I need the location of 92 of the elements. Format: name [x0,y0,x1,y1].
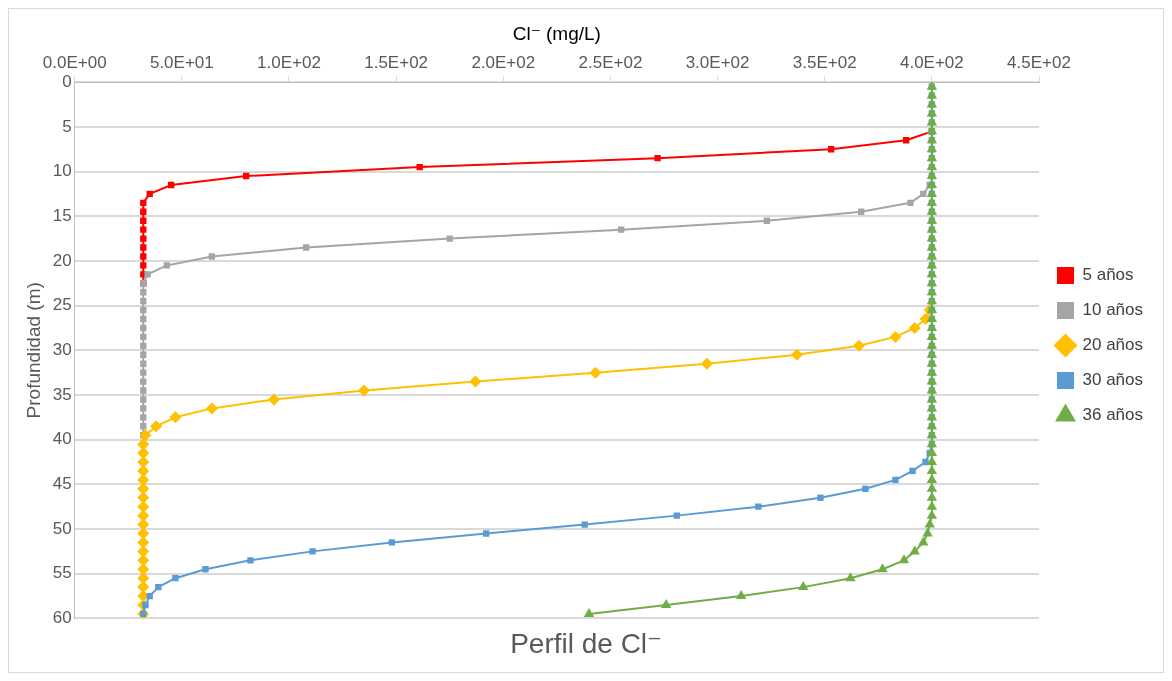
point [140,378,147,385]
y-tick-label: 30 [52,339,72,359]
y-tick-label: 5 [62,116,72,136]
point [908,321,921,334]
point [673,512,681,519]
point [163,262,171,269]
point [446,235,453,242]
point [922,527,933,537]
point [907,199,914,207]
y-tick-label: 60 [52,608,72,628]
legend-label: 5 años [1082,265,1134,285]
point [309,548,316,555]
point [482,530,490,537]
point [140,235,147,242]
y-tick-label: 40 [52,429,72,449]
point [208,253,216,260]
y-tick-label: 0 [62,71,72,91]
y-tick-label: 15 [52,205,72,225]
point [268,393,280,406]
point [926,509,938,519]
point [798,581,809,591]
x-tick-label: 4.5E+02 [1007,52,1071,72]
point [140,414,147,421]
point [358,384,370,397]
point [817,494,824,501]
y-tick-label: 50 [52,518,72,538]
point [469,375,482,388]
point [140,369,147,376]
point [898,554,910,564]
point [150,420,163,433]
x-tick-label: 1.0E+02 [257,52,321,72]
point [144,271,151,278]
point [926,447,938,457]
point [735,590,747,600]
x-tick-label: 5.0E+01 [149,52,214,72]
point [247,557,254,564]
legend-label: 10 años [1082,300,1143,320]
point [583,607,595,617]
point [205,402,218,415]
legend-label: 36 años [1082,405,1143,425]
point [140,396,147,403]
point [140,405,147,412]
point [139,429,152,442]
point [140,253,147,260]
x-tick-label: 1.5E+02 [364,52,429,72]
point [845,572,856,582]
point [763,217,771,224]
y-tick-label: 45 [52,474,72,494]
y-tick-label: 35 [52,384,72,404]
point [302,244,310,251]
point [654,154,661,162]
point [140,226,147,233]
point [909,545,920,555]
x-tick-label: 3.0E+02 [685,52,750,72]
point [892,476,899,484]
point [700,357,713,370]
y-tick-label: 55 [52,563,72,583]
point [140,387,147,394]
x-tick-label: 3.5E+02 [792,52,857,72]
point [140,262,147,269]
x-tick-label: 0.0E+00 [42,52,107,72]
point [140,244,147,251]
point [909,467,916,475]
point [790,348,803,361]
point [924,518,935,528]
point [172,575,179,582]
y-tick-label: 10 [52,161,72,181]
y-axis-title: Profundidad (m) [22,282,44,419]
point [877,563,888,573]
y-tick-label: 25 [52,295,72,315]
point [581,521,588,528]
point [388,539,396,546]
point [617,226,625,233]
point [926,491,938,501]
point [169,411,182,424]
x-tick-label: 2.5E+02 [578,52,643,72]
x-tick-label: 2.0E+02 [471,52,536,72]
point [926,456,938,466]
x-tick-label: 4.0E+02 [899,52,964,72]
point [202,566,209,573]
point [889,330,902,343]
text: Perfil de Cl⁻ [510,627,662,659]
legend-label: 20 años [1082,335,1143,355]
point [862,485,869,492]
x-axis-title: Cl⁻ (mg/L) [512,22,601,44]
point [853,339,865,352]
point [589,366,602,379]
point [926,500,938,510]
point [660,599,672,608]
legend-label: 30 años [1082,370,1143,390]
point [926,482,938,492]
y-tick-label: 20 [52,250,72,270]
